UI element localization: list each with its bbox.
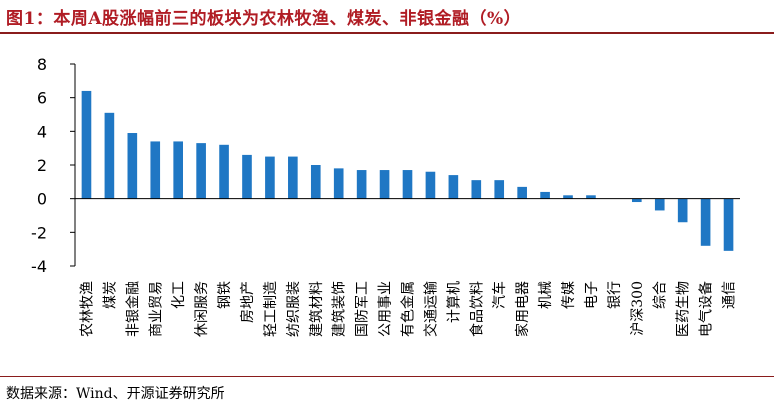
bar-8 xyxy=(242,154,252,199)
y-tick-label: -2 xyxy=(31,223,47,242)
bar-22 xyxy=(563,195,573,199)
bar-10 xyxy=(288,156,298,199)
bar-3 xyxy=(127,133,138,199)
bar-23 xyxy=(586,195,596,199)
x-tick-label-16: 交通运输 xyxy=(422,281,439,337)
bars xyxy=(81,90,734,251)
bar-21 xyxy=(540,191,550,199)
source-note: 数据来源：Wind、开源证券研究所 xyxy=(6,386,225,402)
x-tick-label-23: 电子 xyxy=(584,281,600,309)
y-tick-label: 4 xyxy=(37,122,47,141)
x-tick-label-6: 休闲服务 xyxy=(194,281,210,337)
y-tick-label: 0 xyxy=(37,190,47,209)
bar-13 xyxy=(356,170,367,199)
x-tick-label-18: 食品饮料 xyxy=(468,281,485,337)
x-tick-label-15: 有色金属 xyxy=(400,281,417,337)
x-tick-label-25: 沪深300 xyxy=(630,281,646,336)
x-tick-label-20: 家用电器 xyxy=(514,281,531,337)
x-tick-label-1: 农林牧渔 xyxy=(79,281,95,337)
bar-5 xyxy=(173,141,183,199)
bar-20 xyxy=(517,186,527,199)
bar-26 xyxy=(654,198,665,211)
bar-11 xyxy=(310,165,321,199)
x-tick-label-14: 公用事业 xyxy=(378,281,394,337)
bar-15 xyxy=(402,170,413,199)
x-tick-label-7: 钢铁 xyxy=(217,281,233,309)
title-divider xyxy=(0,32,774,34)
x-tick-label-12: 建筑装饰 xyxy=(332,281,348,337)
x-tick-label-22: 传媒 xyxy=(561,281,577,309)
bar-4 xyxy=(150,141,161,199)
x-tick-label-13: 国防军工 xyxy=(355,281,371,337)
x-tick-label-8: 房地产 xyxy=(240,281,256,323)
bar-2 xyxy=(104,112,115,199)
x-tick-label-28: 电气设备 xyxy=(698,281,715,337)
bar-16 xyxy=(425,171,436,199)
x-tick-label-29: 通信 xyxy=(722,281,738,309)
y-tick-label: -4 xyxy=(31,257,47,276)
bar-7 xyxy=(219,144,229,199)
bar-25 xyxy=(631,198,642,203)
chart-title: 图1：本周A股涨幅前三的板块为农林牧渔、煤炭、非银金融（%） xyxy=(6,9,522,29)
bar-17 xyxy=(448,175,459,199)
bar-27 xyxy=(677,198,688,223)
bar-9 xyxy=(265,156,275,199)
y-axis: -4 -2 0 2 4 6 8 xyxy=(31,55,76,276)
bar-29 xyxy=(723,198,734,251)
x-tick-label-24: 银行 xyxy=(607,281,623,309)
x-tick-label-11: 建筑材料 xyxy=(309,281,325,337)
bar-19 xyxy=(494,180,505,199)
x-tick-label-3: 非银金融 xyxy=(125,281,141,337)
x-tick-label-27: 医药生物 xyxy=(676,281,692,337)
x-tick-label-17: 计算机 xyxy=(446,281,462,323)
bar-chart: -4 -2 0 2 4 6 8 农林牧渔 煤炭 非银金融 商业贸易 化工 休闲服务 钢铁 房地产 轻工制造纺… xyxy=(31,55,740,337)
y-tick-label: 2 xyxy=(37,156,47,175)
bar-28 xyxy=(700,198,711,246)
bar-6 xyxy=(196,143,206,199)
bar-14 xyxy=(379,170,390,199)
bar-1 xyxy=(81,90,92,199)
x-tick-label-26: 综合 xyxy=(653,281,669,309)
y-tick-label: 8 xyxy=(37,55,47,74)
x-tick-label-10: 纺织服装 xyxy=(286,281,302,337)
x-tick-label-21: 机械 xyxy=(538,281,554,309)
y-tick-label: 6 xyxy=(37,89,47,108)
x-tick-label-19: 汽车 xyxy=(491,281,508,309)
bar-12 xyxy=(333,168,344,199)
x-tick-label-9: 轻工制造 xyxy=(263,281,279,337)
x-tick-label-5: 化工 xyxy=(171,281,187,309)
x-tick-label-4: 商业贸易 xyxy=(148,281,164,337)
footer-divider xyxy=(0,376,774,377)
x-tick-label-2: 煤炭 xyxy=(102,281,118,309)
x-tick-labels: 农林牧渔 煤炭 非银金融 商业贸易 化工 休闲服务 钢铁 房地产 轻工制造 纺织服装 建筑材料 建筑装… xyxy=(79,281,737,337)
bar-18 xyxy=(471,180,482,199)
